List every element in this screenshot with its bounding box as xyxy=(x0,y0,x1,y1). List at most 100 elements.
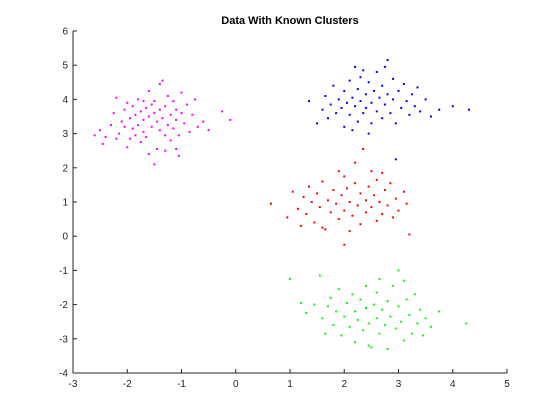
data-point xyxy=(408,314,410,316)
data-point xyxy=(349,326,351,328)
data-point xyxy=(398,305,400,307)
data-point xyxy=(354,66,356,68)
data-point xyxy=(368,81,370,83)
data-point xyxy=(286,216,288,218)
data-point xyxy=(368,322,370,324)
data-point xyxy=(360,299,362,301)
data-point xyxy=(354,105,356,107)
data-point xyxy=(430,326,432,328)
data-point xyxy=(172,128,174,130)
data-point xyxy=(354,162,356,164)
data-point xyxy=(365,307,367,309)
data-point xyxy=(118,133,120,135)
data-point xyxy=(376,71,378,73)
data-point xyxy=(376,220,378,222)
data-point xyxy=(164,105,166,107)
data-point xyxy=(327,305,329,307)
data-point xyxy=(137,124,139,126)
chart-title: Data With Known Clusters xyxy=(221,15,358,27)
data-point xyxy=(346,302,348,304)
data-point xyxy=(164,150,166,152)
data-point xyxy=(398,90,400,92)
data-point xyxy=(143,131,145,133)
data-point xyxy=(197,126,199,128)
data-point xyxy=(110,124,112,126)
data-point xyxy=(406,203,408,205)
data-point xyxy=(113,112,115,114)
data-point xyxy=(153,112,155,114)
data-point xyxy=(465,322,467,324)
data-point xyxy=(202,121,204,123)
data-point xyxy=(360,223,362,225)
data-point xyxy=(338,288,340,290)
data-point xyxy=(311,201,313,203)
data-point xyxy=(322,181,324,183)
data-point xyxy=(151,126,153,128)
data-point xyxy=(362,148,364,150)
x-tick-label: -3 xyxy=(69,379,78,390)
data-point xyxy=(175,148,177,150)
data-point xyxy=(178,134,180,136)
data-point xyxy=(354,310,356,312)
data-point xyxy=(164,134,166,136)
data-point xyxy=(351,293,353,295)
y-tick-label: -4 xyxy=(59,369,68,380)
data-point xyxy=(229,119,231,121)
data-point xyxy=(140,141,142,143)
data-point xyxy=(124,126,126,128)
data-point xyxy=(387,204,389,206)
data-point xyxy=(419,309,421,311)
data-point xyxy=(343,210,345,212)
data-point xyxy=(175,109,177,111)
y-tick-label: 5 xyxy=(62,61,68,72)
data-point xyxy=(381,309,383,311)
data-point xyxy=(392,216,394,218)
data-point xyxy=(403,83,405,85)
data-point xyxy=(357,319,359,321)
data-point xyxy=(270,203,272,205)
data-point xyxy=(126,102,128,104)
data-point xyxy=(140,110,142,112)
data-point xyxy=(403,340,405,342)
data-point xyxy=(292,191,294,193)
data-point xyxy=(411,333,413,335)
data-point xyxy=(115,138,117,140)
data-point xyxy=(330,211,332,213)
data-point xyxy=(360,76,362,78)
data-point xyxy=(148,90,150,92)
x-tick-label: 1 xyxy=(287,379,293,390)
data-point xyxy=(387,300,389,302)
data-point xyxy=(392,78,394,80)
data-point xyxy=(313,304,315,306)
data-point xyxy=(346,187,348,189)
data-point xyxy=(332,324,334,326)
data-point xyxy=(183,122,185,124)
data-point xyxy=(365,93,367,95)
data-point xyxy=(303,196,305,198)
data-point xyxy=(151,104,153,106)
data-point xyxy=(368,186,370,188)
data-point xyxy=(343,175,345,177)
data-point xyxy=(400,321,402,323)
data-point xyxy=(143,100,145,102)
data-point xyxy=(132,128,134,130)
data-point xyxy=(376,179,378,181)
data-point xyxy=(156,148,158,150)
x-tick-label: 5 xyxy=(504,379,510,390)
data-point xyxy=(351,215,353,217)
data-point xyxy=(153,100,155,102)
data-point xyxy=(308,100,310,102)
data-point xyxy=(398,210,400,212)
data-point xyxy=(419,110,421,112)
data-point xyxy=(400,107,402,109)
data-point xyxy=(379,278,381,280)
data-point xyxy=(324,95,326,97)
data-point xyxy=(338,170,340,172)
y-tick-label: -2 xyxy=(59,300,68,311)
data-point xyxy=(408,114,410,116)
data-point xyxy=(381,85,383,87)
data-point xyxy=(379,201,381,203)
data-point xyxy=(373,304,375,306)
